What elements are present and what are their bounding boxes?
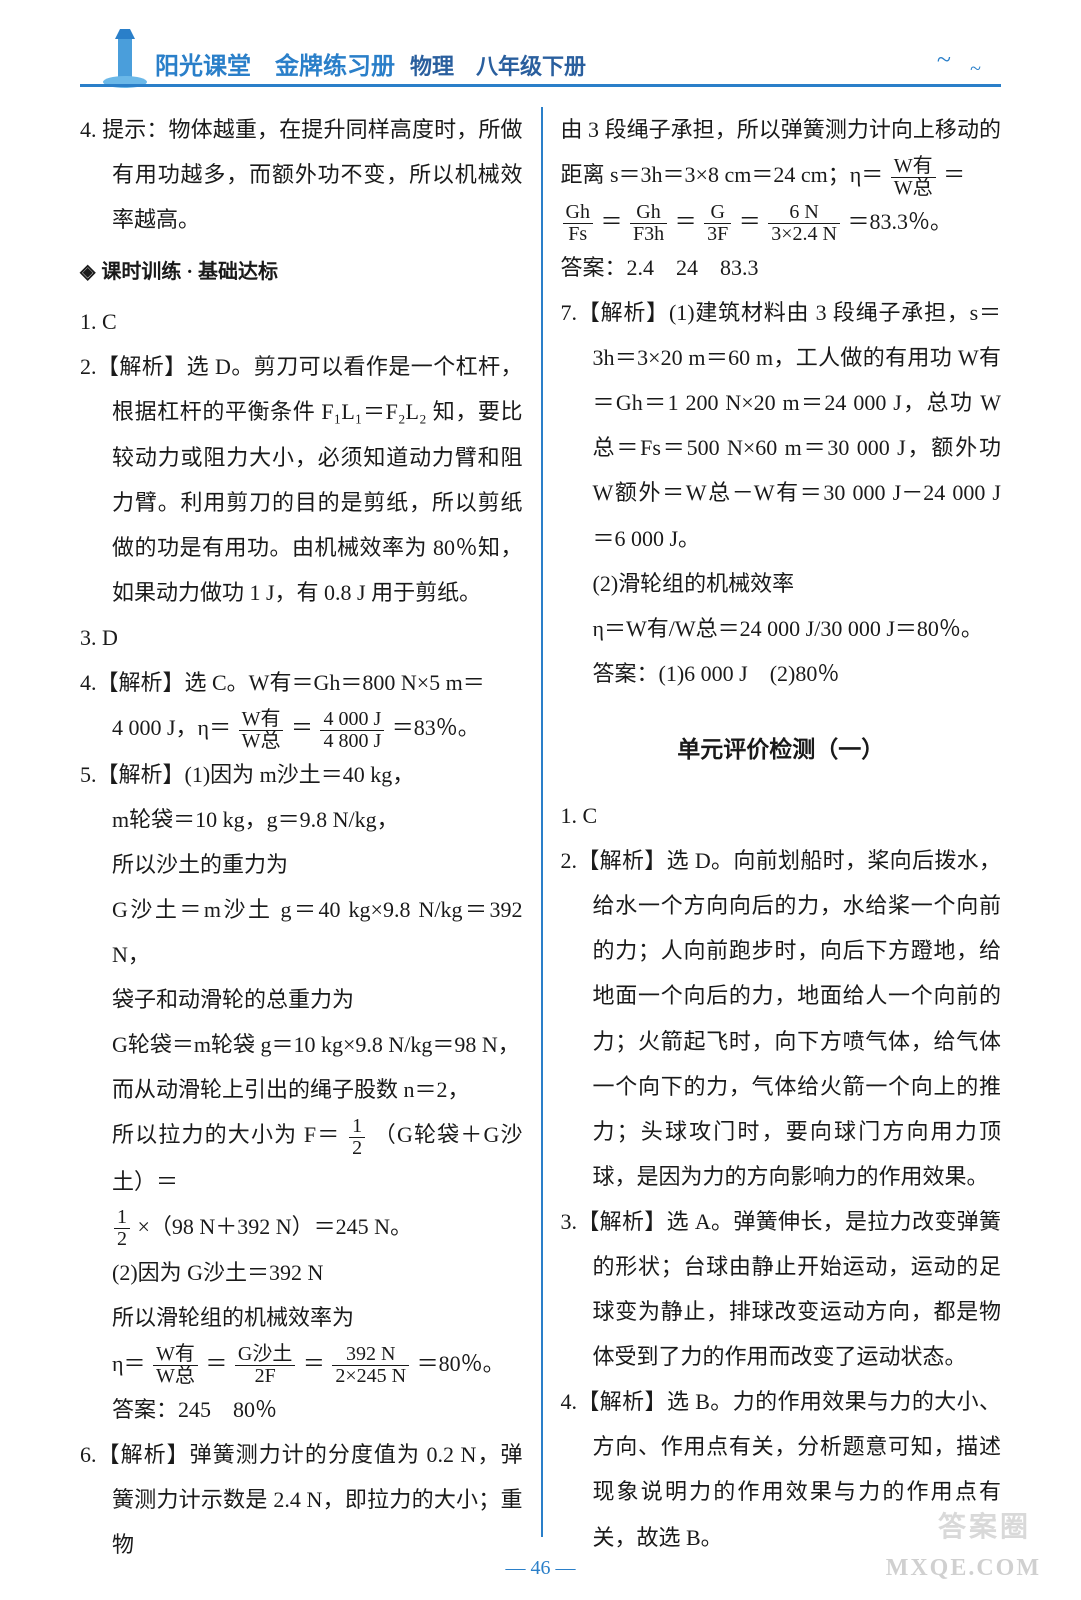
fraction: 392 N2×245 N — [332, 1344, 409, 1387]
denominator: 2×245 N — [332, 1366, 409, 1387]
denominator: 2 — [114, 1229, 130, 1250]
r7c: η＝W有/W总＝24 000 J/30 000 J＝80％。 — [561, 606, 1002, 651]
numerator: 1 — [114, 1207, 130, 1229]
fraction: GhF3h — [630, 202, 667, 245]
r3-answer: 答案：2.4 24 83.3 — [561, 245, 1002, 290]
text: ＝80％。 — [417, 1351, 505, 1376]
fraction: W有W总 — [891, 156, 936, 199]
q5c: 所以沙土的重力为 — [80, 842, 523, 887]
denominator: F3h — [630, 224, 667, 245]
text: 4 000 J，η＝ — [112, 715, 231, 740]
fraction: G沙土2F — [235, 1344, 295, 1387]
header-rule — [80, 84, 1001, 87]
text: ×（98 N＋392 N）＝245 N。 — [138, 1214, 413, 1239]
lighthouse-icon — [100, 24, 150, 89]
q5a: 5.【解析】(1)因为 m沙土＝40 kg， — [80, 752, 523, 797]
r7d-answer: 答案：(1)6 000 J (2)80％ — [561, 651, 1002, 696]
u3: 3.【解析】选 A。弹簧伸长，是拉力改变弹簧的形状；台球由静止开始运动，运动的足… — [561, 1199, 1002, 1379]
q5e: 袋子和动滑轮的总重力为 — [80, 977, 523, 1022]
denominator: W总 — [891, 178, 936, 199]
q5b: m轮袋＝10 kg，g＝9.8 N/kg， — [80, 797, 523, 842]
q5l: η＝ W有W总 ＝ G沙土2F ＝ 392 N2×245 N ＝80％。 — [80, 1341, 523, 1387]
numerator: G — [704, 202, 731, 224]
watermark-cn: 答案圈 — [938, 1505, 1031, 1545]
numerator: W有 — [153, 1344, 198, 1366]
q5k: 所以滑轮组的机械效率为 — [80, 1295, 523, 1340]
denominator: 2 — [349, 1138, 365, 1159]
q5j: (2)因为 G沙土＝392 N — [80, 1250, 523, 1295]
q1: 1. C — [80, 299, 523, 344]
denominator: 2F — [235, 1366, 295, 1387]
q6: 6.【解析】弹簧测力计的分度值为 0.2 N，弹簧测力计示数是 2.4 N，即拉… — [80, 1432, 523, 1567]
r7b: (2)滑轮组的机械效率 — [561, 561, 1002, 606]
text: ＝ — [739, 209, 761, 234]
fraction: 6 N3×2.4 N — [768, 202, 840, 245]
numerator: 392 N — [332, 1344, 409, 1366]
numerator: 1 — [349, 1116, 365, 1138]
q5-answer: 答案：245 80％ — [80, 1387, 523, 1432]
bird-icon: ~ — [970, 58, 981, 81]
text: η＝ — [112, 1351, 146, 1376]
numerator: W有 — [891, 156, 936, 178]
numerator: 6 N — [768, 202, 840, 224]
denominator: W总 — [153, 1366, 198, 1387]
fraction: W有W总 — [153, 1344, 198, 1387]
fraction: GhFs — [563, 202, 593, 245]
header-title: 阳光课堂 金牌练习册 — [155, 46, 395, 81]
u4: 4.【解析】选 B。力的作用效果与力的大小、方向、作用点有关，分析题意可知，描述… — [561, 1379, 1002, 1559]
text: ＝83％。 — [392, 715, 480, 740]
content-columns: 4. 提示：物体越重，在提升同样高度时，所做有用功越多，而额外功不变，所以机械效… — [0, 107, 1081, 1537]
denominator: 3F — [704, 224, 731, 245]
section-heading: 课时训练 · 基础达标 — [80, 252, 523, 293]
r7a: 7.【解析】(1)建筑材料由 3 段绳子承担，s＝3h＝3×20 m＝60 m，… — [561, 290, 1002, 561]
q5f: G轮袋＝m轮袋 g＝10 kg×9.8 N/kg＝98 N， — [80, 1022, 523, 1067]
text: ＝ — [205, 1351, 227, 1376]
fraction: G3F — [704, 202, 731, 245]
text: ＝ — [943, 162, 965, 187]
fraction: 4 000 J4 800 J — [320, 709, 384, 752]
q2: 2.【解析】选 D。剪刀可以看作是一个杠杆，根据杠杆的平衡条件 F₁L₁＝F₂L… — [80, 344, 523, 615]
text: 所以拉力的大小为 F＝ — [112, 1122, 340, 1147]
text: ＝83.3％。 — [847, 209, 952, 234]
q5g: 而从动滑轮上引出的绳子股数 n＝2， — [80, 1067, 523, 1112]
left-column: 4. 提示：物体越重，在提升同样高度时，所做有用功越多，而额外功不变，所以机械效… — [80, 107, 541, 1537]
denominator: W总 — [239, 731, 284, 752]
numerator: W有 — [239, 709, 284, 731]
item-4-tip: 4. 提示：物体越重，在提升同样高度时，所做有用功越多，而额外功不变，所以机械效… — [80, 107, 523, 242]
text: ＝ — [675, 209, 697, 234]
denominator: 3×2.4 N — [768, 224, 840, 245]
numerator: 4 000 J — [320, 709, 384, 731]
q4-line1: 4.【解析】选 C。W有＝Gh＝800 N×5 m＝ — [80, 660, 523, 705]
bird-icon: ~ — [937, 45, 951, 75]
watermark-url: MXQE.COM — [886, 1555, 1041, 1582]
fraction: W有W总 — [239, 709, 284, 752]
q5h: 所以拉力的大小为 F＝ 12 （G轮袋＋G沙土）＝ — [80, 1112, 523, 1204]
u1: 1. C — [561, 793, 1002, 838]
denominator: 4 800 J — [320, 731, 384, 752]
text: ＝ — [303, 1351, 325, 1376]
right-column: 由 3 段绳子承担，所以弹簧测力计向上移动的距离 s＝3h＝3×8 cm＝24 … — [541, 107, 1002, 1537]
text: ＝ — [291, 715, 313, 740]
q5d: G沙土＝m沙土 g＝40 kg×9.8 N/kg＝392 N， — [80, 887, 523, 977]
page-header: 阳光课堂 金牌练习册 物理 八年级下册 ~ ~ — [0, 0, 1081, 95]
header-subject: 物理 八年级下册 — [410, 49, 586, 81]
u2: 2.【解析】选 D。向前划船时，桨向后拨水，给水一个方向向后的力，水给桨一个向前… — [561, 838, 1002, 1199]
denominator: Fs — [563, 224, 593, 245]
q4-line2: 4 000 J，η＝ W有W总 ＝ 4 000 J4 800 J ＝83％。 — [80, 705, 523, 751]
fraction: 12 — [349, 1116, 365, 1159]
r2: GhFs ＝ GhF3h ＝ G3F ＝ 6 N3×2.4 N ＝83.3％。 — [561, 199, 1002, 245]
fraction: 12 — [114, 1207, 130, 1250]
numerator: Gh — [563, 202, 593, 224]
q5i: 12 ×（98 N＋392 N）＝245 N。 — [80, 1204, 523, 1250]
text: ＝ — [600, 209, 622, 234]
numerator: Gh — [630, 202, 667, 224]
numerator: G沙土 — [235, 1344, 295, 1366]
unit-title: 单元评价检测（一） — [561, 726, 1002, 773]
q3: 3. D — [80, 615, 523, 660]
r1: 由 3 段绳子承担，所以弹簧测力计向上移动的距离 s＝3h＝3×8 cm＝24 … — [561, 107, 1002, 199]
